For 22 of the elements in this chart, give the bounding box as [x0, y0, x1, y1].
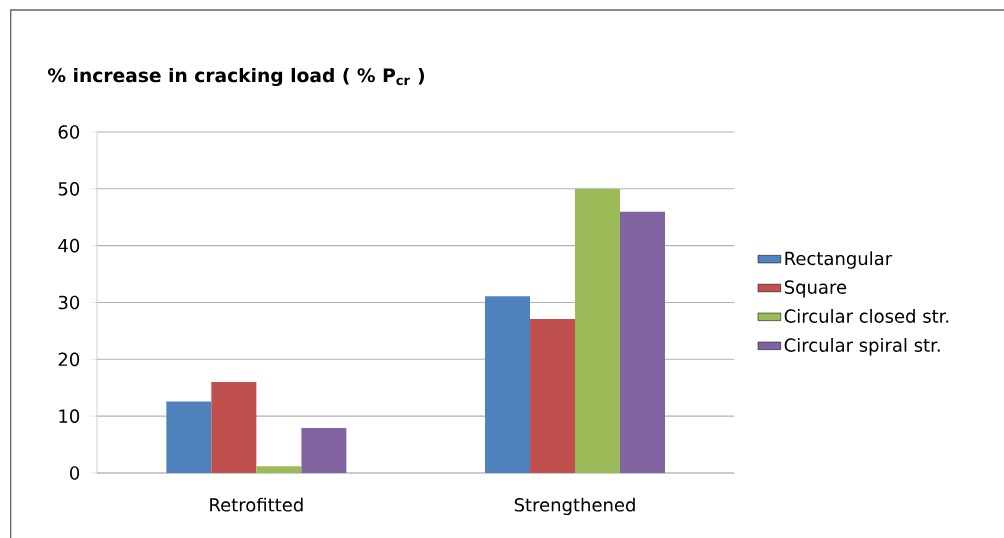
bar — [575, 188, 620, 473]
legend-label: Circular spiral str. — [784, 338, 940, 356]
bar — [211, 382, 257, 473]
bar — [301, 428, 347, 473]
chart-title: % increase in cracking load ( % P$_{cr}$ ) — [47, 67, 425, 87]
y-tick-label: 30 — [58, 295, 80, 310]
bar — [485, 296, 530, 473]
y-tick-label: 10 — [59, 409, 80, 423]
legend-label: Circular closed str. — [784, 309, 949, 323]
bar — [166, 401, 212, 473]
bar — [620, 211, 665, 473]
y-tick-label: 20 — [58, 352, 80, 367]
y-tick-label: 50 — [58, 182, 80, 196]
y-tick-label: 0 — [70, 466, 80, 480]
bar — [256, 466, 302, 473]
bar — [530, 318, 575, 473]
legend-label: Rectangular — [785, 251, 893, 269]
y-tick-label: 60 — [58, 125, 80, 139]
y-tick-label: 40 — [58, 238, 80, 253]
x-tick-label: Retrofitted — [210, 497, 303, 512]
legend-label: Square — [784, 280, 847, 298]
x-tick-label: Strengthened — [514, 497, 635, 516]
